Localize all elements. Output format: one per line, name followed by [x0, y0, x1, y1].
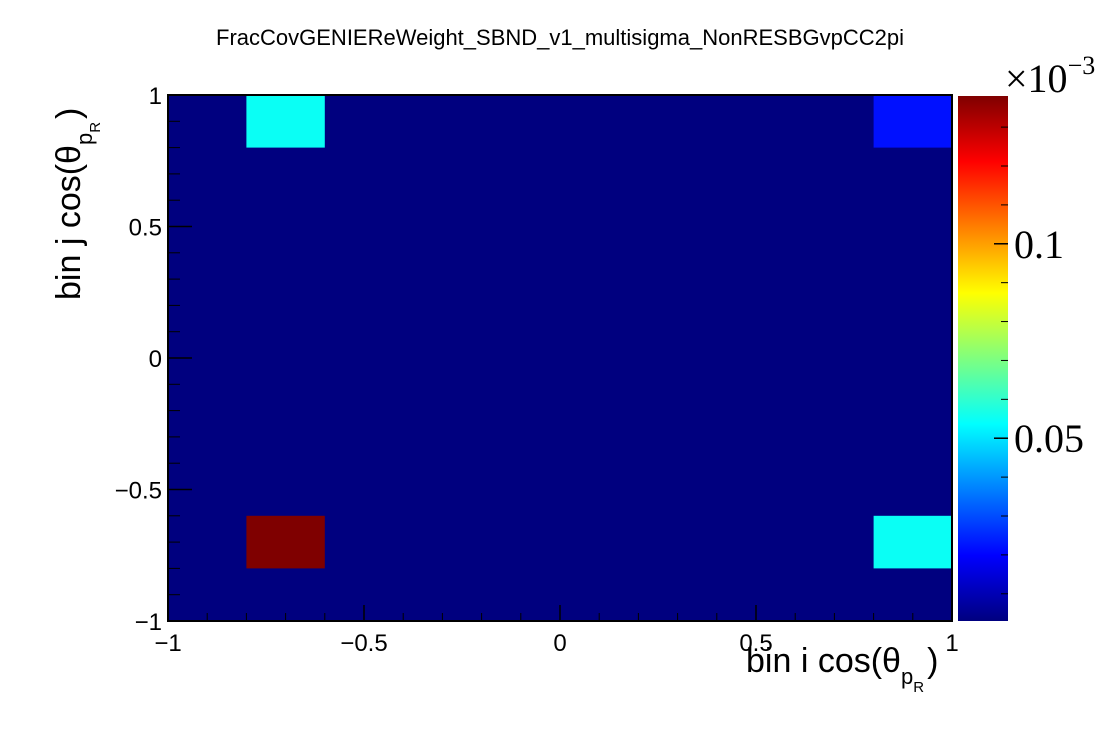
y-axis-label: bin j cos(θpR) — [50, 108, 104, 300]
x-tick-label: −1 — [154, 630, 181, 657]
y-tick-label: −1 — [135, 609, 162, 636]
y-tick-label: 0.5 — [129, 215, 162, 242]
x-axis-ticks: −1 −0.5 0 0.5 1 — [154, 605, 959, 657]
y-axis-ticks: −1 −0.5 0 0.5 1 — [115, 83, 192, 636]
color-scale-bar — [958, 96, 1008, 621]
x-tick-label: 0.5 — [739, 630, 772, 657]
heatmap-cells — [168, 95, 952, 621]
x-tick-label: −0.5 — [340, 630, 387, 657]
x-axis-label: bin i cos(θpR) — [746, 642, 938, 696]
y-tick-label: 1 — [149, 83, 162, 110]
x-tick-label: 1 — [945, 630, 958, 657]
color-scale-exponent: ×10−3 — [1005, 51, 1095, 101]
chart-title: FracCovGENIEReWeight_SBND_v1_multisigma_… — [216, 25, 904, 50]
y-tick-label: 0 — [149, 346, 162, 373]
heatmap-cell-2 — [246, 515, 325, 569]
heatmap-cell-3 — [873, 515, 952, 569]
heatmap-cell-0 — [246, 95, 325, 148]
x-tick-label: 0 — [553, 630, 566, 657]
heatmap-cell-1 — [873, 95, 952, 148]
z-tick-label: 0.05 — [1014, 416, 1084, 461]
y-tick-label: −0.5 — [115, 478, 162, 505]
color-scale-ticks: 0.1 0.05 — [994, 126, 1084, 595]
z-tick-label: 0.1 — [1014, 222, 1064, 267]
